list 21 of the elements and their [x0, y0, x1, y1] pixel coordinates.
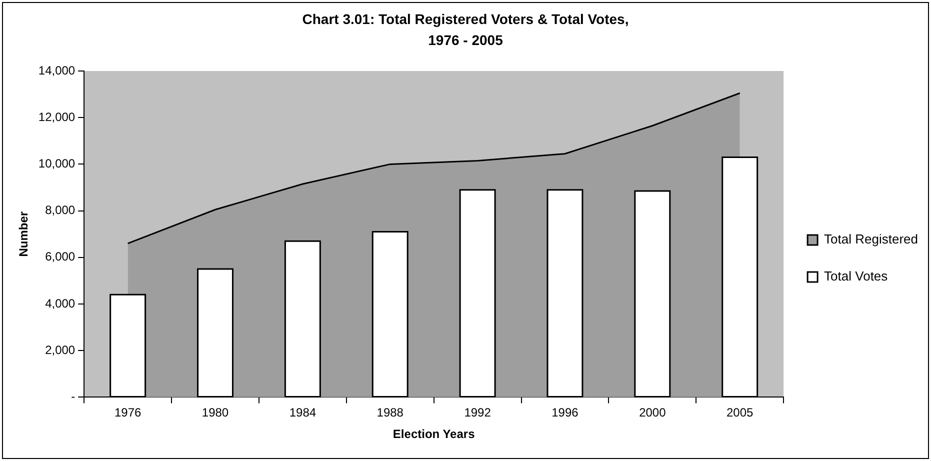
y-axis-title: Number: [16, 211, 31, 257]
x-axis-title: Election Years: [392, 427, 476, 442]
y-tick-label: 14,000: [38, 63, 76, 78]
x-tick-label: 2005: [726, 406, 754, 420]
x-tick-label: 1988: [376, 406, 404, 420]
y-tick-label: 12,000: [38, 110, 76, 124]
x-tick-label: 1984: [289, 406, 316, 420]
y-tick-label: 2,000: [45, 342, 76, 357]
x-tick-label: 1996: [552, 406, 579, 420]
y-tick-label: 6,000: [45, 250, 76, 264]
x-tick-label: 2000: [639, 406, 666, 420]
chart-title: Chart 3.01: Total Registered Voters & Total Votes, 1976 - 2005: [301, 10, 630, 50]
legend-label: Total Votes: [824, 268, 888, 284]
x-tick-label: 1976: [114, 406, 142, 420]
y-tick-label: 4,000: [45, 296, 76, 310]
y-tick-label: -: [71, 390, 76, 404]
y-tick-label: 10,000: [38, 156, 76, 171]
x-tick-label: 1980: [202, 406, 229, 420]
legend-label: Total Registered: [824, 232, 918, 247]
y-tick-label: 8,000: [45, 203, 76, 218]
x-tick-label: 1992: [464, 406, 492, 420]
